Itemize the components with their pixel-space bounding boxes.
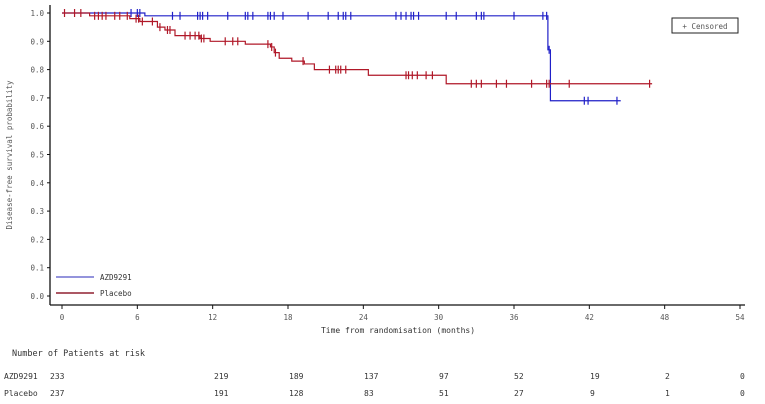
risk-count: 1 [665,389,670,398]
risk-row-label: AZD9291 [4,372,38,381]
y-tick-label: 0.1 [30,264,44,273]
risk-count: 97 [439,372,449,381]
risk-count: 189 [289,372,304,381]
risk-count: 51 [439,389,449,398]
x-tick-label: 36 [509,313,519,322]
curves [62,9,653,105]
censor-legend-text: + Censored [682,22,727,31]
y-tick-label: 0.9 [30,37,44,46]
risk-count: 128 [289,389,304,398]
km-curve-placebo [62,12,653,85]
y-tick-label: 0.3 [30,207,44,216]
km-chart: 0.0 0.1 0.2 0.3 0.4 0.5 0.6 0.7 0.8 0.9 1.0 0 6 12 18 2… [5,5,745,335]
risk-count: 19 [590,372,600,381]
censor-legend-box [671,17,739,34]
x-tick-label: 0 [60,313,65,322]
x-tick-label: 24 [359,313,369,322]
legend-label-placebo: Placebo [100,289,132,298]
risk-count: 219 [214,372,229,381]
x-axis-label: Time from randomisation (months) [321,326,475,335]
x-tick-label: 18 [283,313,293,322]
y-tick-label: 0.8 [30,66,44,75]
risk-count: 9 [590,389,595,398]
x-tick-label: 12 [208,313,217,322]
risk-count: 237 [50,389,65,398]
risk-table-title: Number of Patients at risk [12,349,146,359]
risk-count: 0 [740,372,745,381]
risk-count: 52 [514,372,524,381]
km-curve-azd9291 [62,12,621,102]
risk-count: 137 [364,372,379,381]
y-tick-label: 0.2 [30,235,44,244]
risk-count: 0 [740,389,745,398]
risk-count: 2 [665,372,670,381]
x-tick-label: 6 [135,313,140,322]
y-axis-label: Disease-free survival probability [5,80,14,229]
x-tick-label: 30 [434,313,444,322]
x-tick-label: 54 [735,313,745,322]
y-tick-label: 0.0 [30,292,44,301]
legend-label-azd9291: AZD9291 [100,273,132,282]
risk-count: 27 [514,389,524,398]
y-tick-label: 0.4 [30,179,44,188]
y-tick-label: 0.5 [30,151,44,160]
risk-count: 191 [214,389,229,398]
axes: 0.0 0.1 0.2 0.3 0.4 0.5 0.6 0.7 0.8 0.9 1.0 0 6 12 18 2… [30,5,745,322]
y-tick-label: 0.6 [30,122,44,131]
y-tick-label: 1.0 [30,9,44,18]
risk-row-label: Placebo [4,389,38,398]
x-tick-label: 42 [585,313,594,322]
y-tick-label: 0.7 [30,94,44,103]
risk-count: 83 [364,389,374,398]
x-tick-label: 48 [660,313,670,322]
risk-count: 233 [50,372,65,381]
